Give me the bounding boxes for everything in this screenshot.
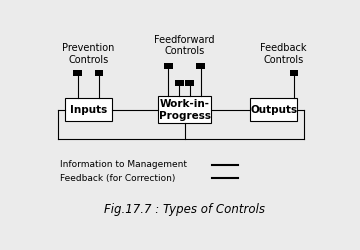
Text: Information to Management: Information to Management — [60, 160, 187, 169]
Text: Outputs: Outputs — [250, 105, 297, 115]
Text: Work-in-
Progress: Work-in- Progress — [158, 99, 211, 121]
Text: Feedback (for Correction): Feedback (for Correction) — [60, 174, 176, 183]
Text: Prevention
Controls: Prevention Controls — [62, 43, 114, 65]
Bar — [158, 96, 211, 123]
Text: Feedforward
Controls: Feedforward Controls — [154, 34, 215, 56]
Bar — [95, 70, 103, 76]
Bar — [250, 98, 297, 122]
Bar — [290, 70, 298, 76]
Bar — [197, 63, 205, 68]
Text: Feedback
Controls: Feedback Controls — [260, 43, 307, 65]
Text: Inputs: Inputs — [69, 105, 107, 115]
Bar — [164, 63, 172, 68]
Bar — [175, 80, 184, 86]
Text: Fig.17.7 : Types of Controls: Fig.17.7 : Types of Controls — [104, 202, 265, 215]
Bar — [185, 80, 194, 86]
Bar — [73, 70, 82, 76]
Bar — [64, 98, 112, 122]
